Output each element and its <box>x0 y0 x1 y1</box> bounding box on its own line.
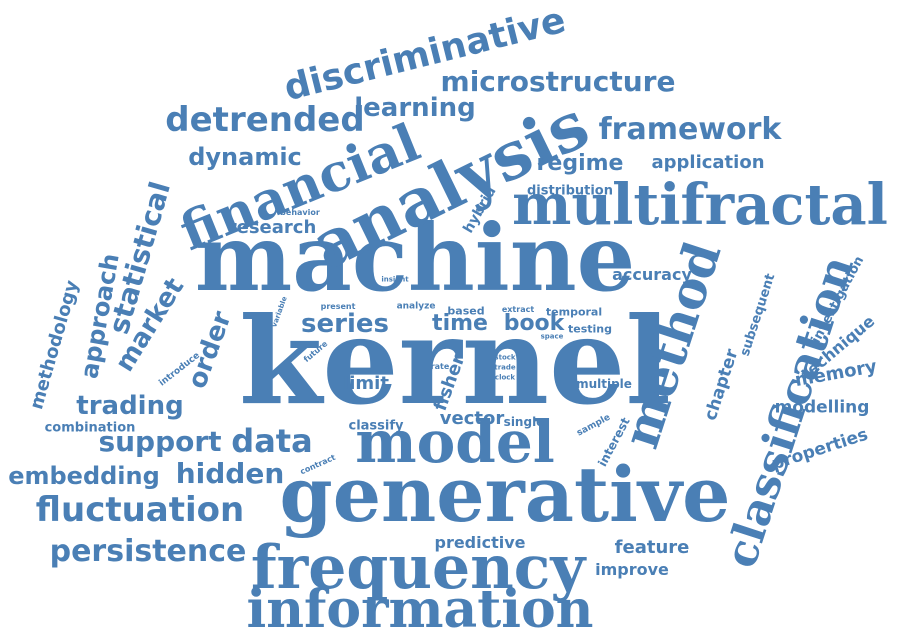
word-accuracy: accuracy <box>612 265 692 284</box>
word-predictive: predictive <box>434 533 526 552</box>
word-machine: machine <box>194 204 636 312</box>
word-extract: extract <box>501 305 535 314</box>
word-time: time <box>432 311 488 336</box>
word-behavior: behavior <box>280 208 320 217</box>
word-dynamic: dynamic <box>188 143 302 171</box>
word-detrended: detrended <box>165 100 365 140</box>
word-insight: insight <box>381 275 409 284</box>
word-single: single <box>503 415 545 429</box>
word-chapter: chapter <box>700 346 743 424</box>
word-multifractal: multifractal <box>512 172 888 238</box>
word-information: information <box>246 579 594 640</box>
word-subsequent: subsequent <box>737 271 779 359</box>
word-hidden: hidden <box>175 457 285 490</box>
word-analyze: analyze <box>396 301 436 312</box>
word-stock: stock <box>494 353 516 362</box>
word-modelling: modelling <box>774 397 870 418</box>
word-feature: feature <box>614 537 690 558</box>
word-space: space <box>540 332 564 341</box>
word-limit: limit <box>343 373 389 394</box>
word-learning: learning <box>354 93 476 123</box>
word-temporal: temporal <box>545 305 603 319</box>
word-book: book <box>503 311 565 336</box>
word-trading: trading <box>76 391 184 421</box>
word-research: research <box>227 217 317 238</box>
word-series: series <box>301 309 389 339</box>
word-clock: clock <box>494 373 516 382</box>
word-frequency: frequency <box>250 533 586 603</box>
word-generative: generative <box>279 450 731 539</box>
word-based: based <box>447 304 485 318</box>
word-vector: vector <box>439 408 505 429</box>
word-rate: rate <box>430 362 450 371</box>
word-present: present <box>320 302 356 311</box>
word-combination: combination <box>44 420 136 436</box>
word-model: model <box>355 408 555 476</box>
word-regime: regime <box>536 151 624 176</box>
word-persistence: persistence <box>49 534 247 569</box>
word-microstructure: microstructure <box>440 65 676 98</box>
word-framework: framework <box>598 112 782 147</box>
word-classify: classify <box>348 418 404 434</box>
word-embedding: embedding <box>8 462 160 490</box>
word-improve: improve <box>595 560 669 579</box>
word-support: support <box>98 425 222 458</box>
word-distribution: distribution <box>527 183 613 199</box>
word-fluctuation: fluctuation <box>35 490 245 530</box>
word-application: application <box>651 152 765 173</box>
word-multiple: multiple <box>576 377 632 391</box>
word-data: data <box>231 422 313 460</box>
word-methodology: methodology <box>26 277 83 412</box>
word-testing: testing <box>568 322 612 336</box>
word-trade: trade <box>494 363 516 372</box>
word-order: order <box>182 307 238 393</box>
word-kernel: kernel <box>239 291 671 432</box>
